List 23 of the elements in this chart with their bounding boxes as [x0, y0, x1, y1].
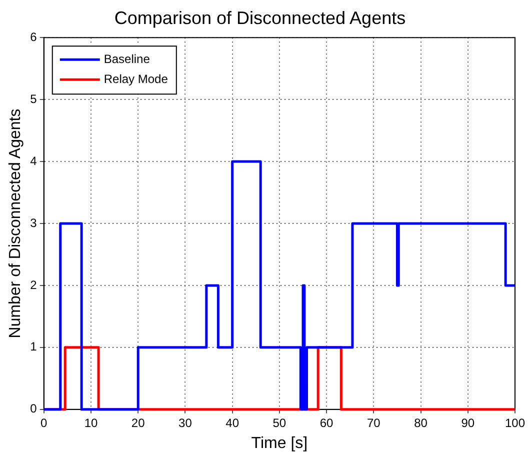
x-tick-label: 20 — [131, 416, 146, 430]
x-tick-label: 50 — [272, 416, 286, 430]
x-tick-label: 40 — [226, 416, 240, 430]
y-tick-label: 6 — [30, 30, 38, 44]
y-tick-label: 5 — [30, 92, 38, 106]
x-axis-title: Time [s] — [251, 434, 308, 452]
x-tick-label: 70 — [366, 416, 381, 430]
x-tick-label: 80 — [414, 416, 428, 430]
x-tick-label: 90 — [461, 416, 475, 430]
x-tick-label: 10 — [84, 416, 98, 430]
y-tick-label: 3 — [30, 216, 38, 230]
y-tick-label: 0 — [30, 402, 38, 416]
x-tick-label: 30 — [178, 416, 192, 430]
y-tick-label: 4 — [30, 154, 38, 168]
x-tick-label: 0 — [40, 416, 48, 430]
x-tick-label: 60 — [320, 416, 334, 430]
y-axis-title: Number of Disconnected Agents — [7, 108, 24, 338]
y-tick-label: 1 — [30, 340, 38, 354]
y-tick-label: 2 — [30, 278, 38, 292]
legend-label: Baseline — [104, 52, 150, 66]
legend-label: Relay Mode — [104, 72, 168, 86]
x-tick-label: 100 — [504, 416, 526, 430]
chart-title: Comparison of Disconnected Agents — [114, 8, 406, 28]
